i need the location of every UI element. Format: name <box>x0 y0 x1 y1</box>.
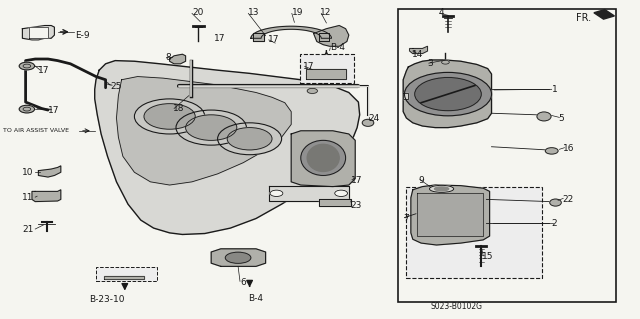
Text: 17: 17 <box>48 106 60 115</box>
Text: 5: 5 <box>558 114 564 122</box>
Circle shape <box>307 88 317 93</box>
Ellipse shape <box>225 252 251 263</box>
Circle shape <box>218 123 282 155</box>
Text: 6: 6 <box>240 278 246 287</box>
Ellipse shape <box>550 199 561 206</box>
Text: 23: 23 <box>351 201 362 210</box>
Text: 1: 1 <box>552 85 557 94</box>
Polygon shape <box>411 185 490 245</box>
Circle shape <box>19 62 35 70</box>
Polygon shape <box>251 26 332 38</box>
Text: 8: 8 <box>165 53 171 62</box>
Text: 17: 17 <box>351 176 362 185</box>
Ellipse shape <box>429 185 454 192</box>
Text: 7: 7 <box>403 214 409 223</box>
Text: 16: 16 <box>563 144 575 153</box>
Text: 20: 20 <box>192 8 204 17</box>
Polygon shape <box>253 33 264 41</box>
Polygon shape <box>403 60 492 128</box>
Circle shape <box>186 115 237 140</box>
Polygon shape <box>22 26 54 40</box>
Polygon shape <box>95 61 360 234</box>
Text: 3: 3 <box>428 59 433 68</box>
Polygon shape <box>211 249 266 266</box>
Text: 14: 14 <box>412 50 423 59</box>
Polygon shape <box>319 199 351 206</box>
Ellipse shape <box>301 140 346 175</box>
Circle shape <box>227 128 272 150</box>
Text: 21: 21 <box>22 225 34 234</box>
Text: B-4: B-4 <box>248 294 263 303</box>
Polygon shape <box>594 10 614 19</box>
Circle shape <box>335 190 348 197</box>
Text: B-4: B-4 <box>330 43 345 52</box>
Polygon shape <box>306 69 346 79</box>
Bar <box>398 9 616 302</box>
Polygon shape <box>319 33 329 41</box>
Ellipse shape <box>435 187 449 191</box>
Text: 15: 15 <box>482 252 493 261</box>
Text: 2: 2 <box>552 219 557 228</box>
Text: 11: 11 <box>22 193 34 202</box>
Text: 22: 22 <box>562 195 573 204</box>
Text: 17: 17 <box>303 63 315 71</box>
Text: 17: 17 <box>38 66 50 75</box>
Text: 18: 18 <box>173 104 184 113</box>
Ellipse shape <box>307 144 339 172</box>
Text: E-9: E-9 <box>76 31 90 40</box>
Text: 10: 10 <box>22 168 34 177</box>
Text: 13: 13 <box>248 8 260 17</box>
Polygon shape <box>29 27 48 38</box>
Polygon shape <box>403 93 408 99</box>
Circle shape <box>442 60 449 64</box>
Circle shape <box>134 99 205 134</box>
Bar <box>96 267 157 281</box>
Bar <box>300 54 354 83</box>
Polygon shape <box>269 186 349 201</box>
Circle shape <box>270 190 283 197</box>
Circle shape <box>19 105 35 113</box>
Text: B-23-10: B-23-10 <box>90 295 125 304</box>
Text: 4: 4 <box>438 8 444 17</box>
Text: FR.: FR. <box>576 12 591 23</box>
Bar <box>406 187 542 278</box>
Circle shape <box>404 72 492 116</box>
Text: 25: 25 <box>110 82 122 91</box>
Text: 17: 17 <box>214 34 226 43</box>
Circle shape <box>176 110 246 145</box>
Polygon shape <box>410 46 428 54</box>
Polygon shape <box>32 190 61 202</box>
Polygon shape <box>116 77 291 185</box>
Text: 19: 19 <box>292 8 303 17</box>
Circle shape <box>545 148 558 154</box>
Circle shape <box>144 104 195 129</box>
Text: 12: 12 <box>320 8 332 17</box>
Polygon shape <box>38 166 61 177</box>
Polygon shape <box>417 193 483 236</box>
Polygon shape <box>291 131 355 187</box>
Text: TO AIR ASSIST VALVE: TO AIR ASSIST VALVE <box>3 128 69 133</box>
Polygon shape <box>104 276 144 279</box>
Text: 24: 24 <box>368 114 380 122</box>
Text: S023-B0102G: S023-B0102G <box>430 302 482 311</box>
Text: 9: 9 <box>419 176 424 185</box>
Ellipse shape <box>537 112 551 121</box>
Text: 17: 17 <box>268 35 279 44</box>
Ellipse shape <box>362 119 374 126</box>
Polygon shape <box>170 54 186 64</box>
Circle shape <box>415 78 481 111</box>
Polygon shape <box>314 26 349 46</box>
